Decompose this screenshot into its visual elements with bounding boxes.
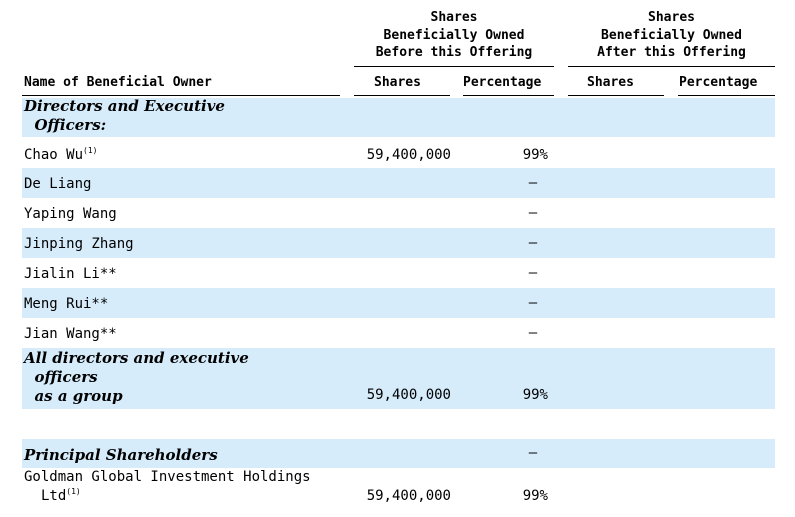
col-header-shares-after: Shares — [587, 75, 634, 90]
table-row-name: Jian Wang** — [24, 326, 117, 342]
table-row-name: Jinping Zhang — [24, 236, 134, 252]
section-directors: Directors and Executive Officers: — [24, 97, 225, 134]
col-header-pct-after: Percentage — [679, 75, 758, 90]
row-band — [22, 348, 775, 409]
after-group-rule — [568, 66, 775, 67]
row-band — [22, 288, 775, 318]
row-band — [22, 439, 775, 468]
shares-before-rule — [354, 95, 450, 96]
name-col-rule — [22, 95, 340, 96]
table-row-name: Meng Rui** — [24, 296, 109, 312]
table-row-pct: — — [528, 265, 538, 281]
table-row-pct: 99% — [522, 147, 548, 163]
col-header-pct-before: Percentage — [463, 75, 542, 90]
pct-after-rule — [678, 95, 775, 96]
col-header-shares-before: Shares — [374, 75, 421, 90]
table-row-pct: — — [528, 295, 538, 311]
table-row-name: Yaping Wang — [24, 206, 117, 222]
table-row-pct: — — [528, 325, 538, 341]
before-offering-group-header: Shares Beneficially Owned Before this Of… — [375, 10, 533, 60]
goldman-name-line1: Goldman Global Investment Holdings — [24, 469, 311, 485]
table-row-pct: — — [528, 235, 538, 251]
goldman-shares: 59,400,000 — [366, 488, 451, 504]
shares-after-rule — [568, 95, 664, 96]
all-group-shares: 59,400,000 — [366, 387, 451, 403]
section-principal-shareholders: Principal Shareholders — [24, 446, 218, 464]
table-row-name: De Liang — [24, 176, 92, 192]
after-offering-group-header: Shares Beneficially Owned After this Off… — [597, 10, 746, 60]
principal-pct: — — [528, 445, 538, 461]
row-band — [22, 228, 775, 258]
row-band — [22, 168, 775, 198]
table-row-name: Chao Wu(1) — [24, 146, 98, 163]
goldman-pct: 99% — [522, 488, 548, 504]
all-group-pct: 99% — [522, 387, 548, 403]
before-group-rule — [354, 66, 554, 67]
section-all-directors-group: All directors and executive officers as … — [24, 349, 249, 405]
table-row-pct: — — [528, 205, 538, 221]
pct-before-rule — [463, 95, 554, 96]
table-row-name: Jialin Li** — [24, 266, 117, 282]
table-row-pct: — — [528, 175, 538, 191]
row-band — [22, 98, 775, 137]
goldman-name-line2: Ltd(1) — [41, 487, 81, 504]
col-header-name: Name of Beneficial Owner — [24, 75, 212, 90]
table-row-shares: 59,400,000 — [366, 147, 451, 163]
